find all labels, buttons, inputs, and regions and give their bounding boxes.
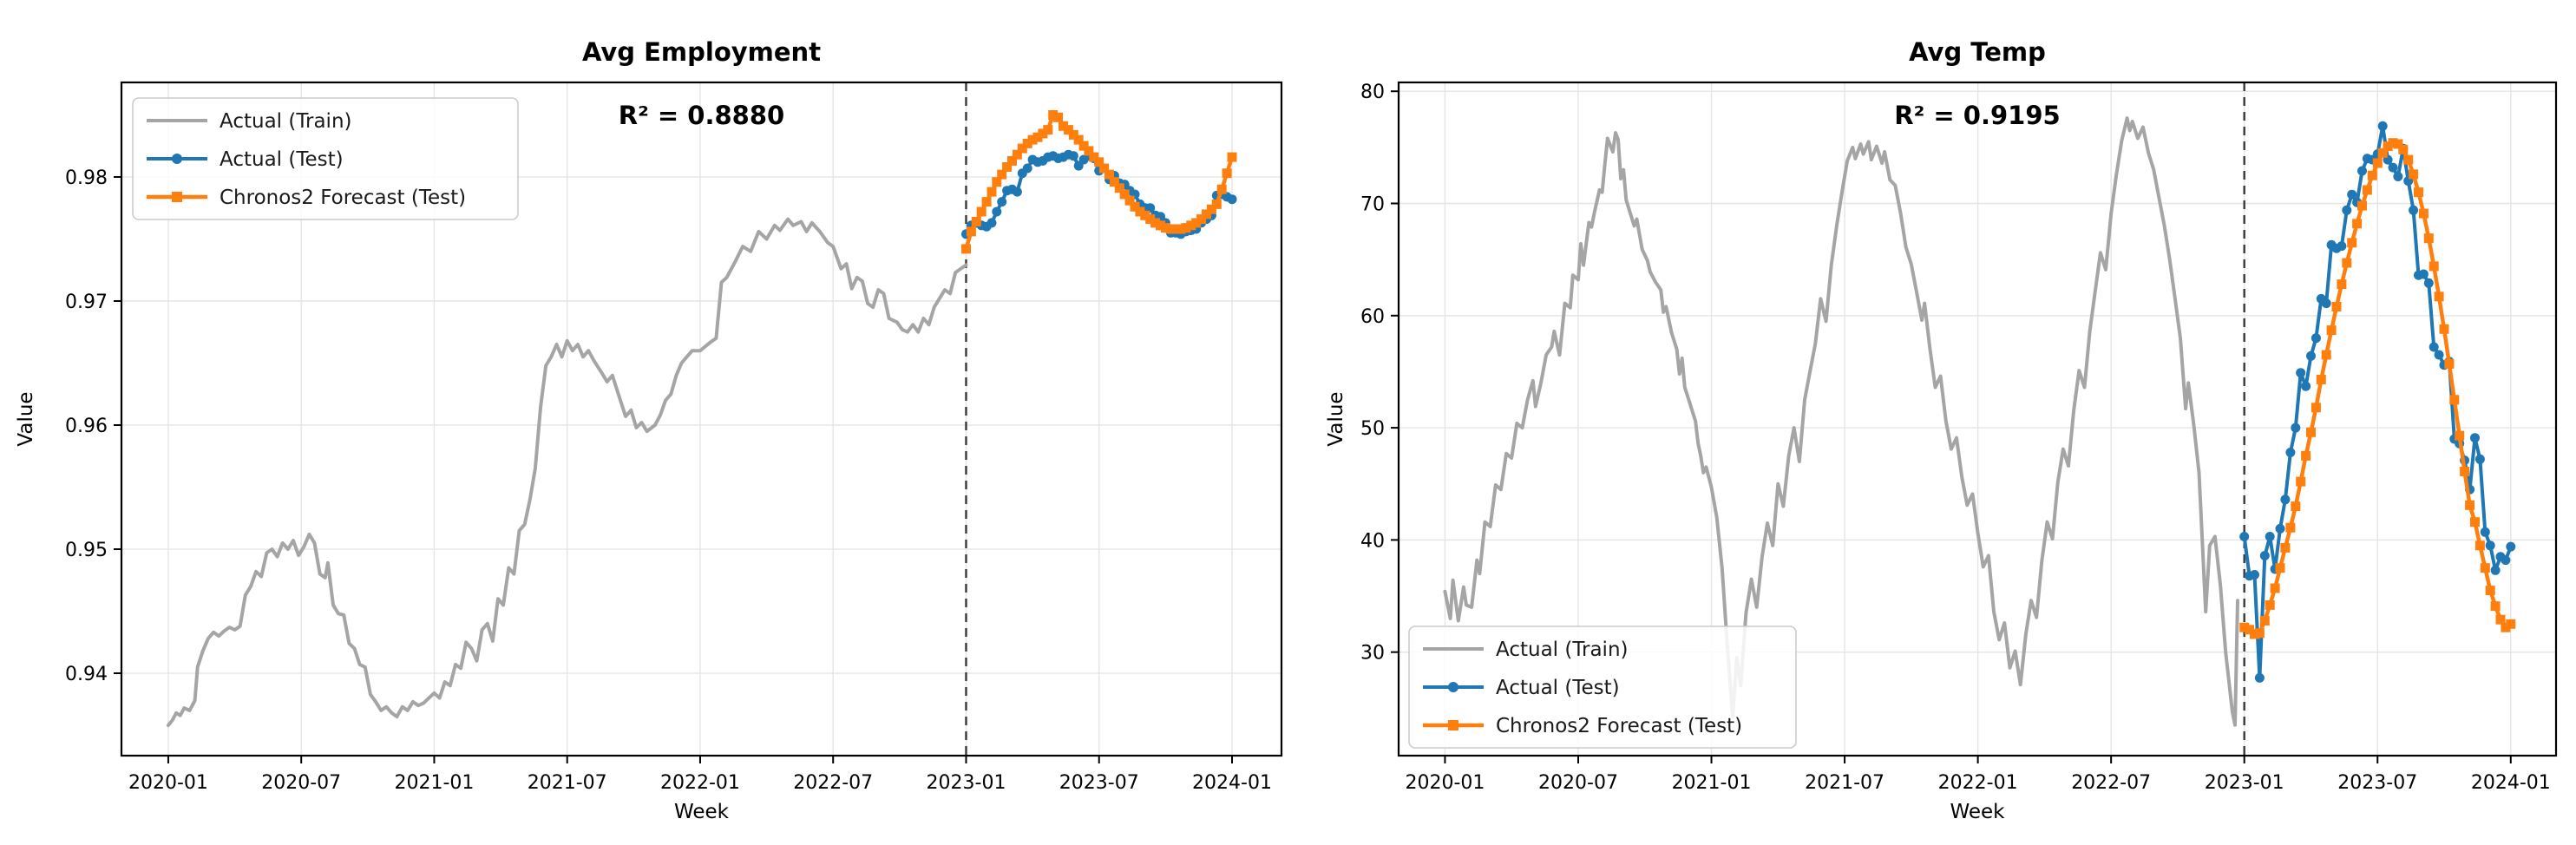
left-chart-title-text: Avg Employment: [581, 37, 822, 68]
svg-text:2022-01: 2022-01: [1938, 772, 2018, 794]
svg-text:2020-07: 2020-07: [1538, 772, 1618, 794]
svg-text:2024-01: 2024-01: [1192, 772, 1272, 794]
svg-text:80: 80: [1360, 82, 1385, 103]
svg-text:2023-01: 2023-01: [927, 772, 1006, 794]
right-chart-title-text: Avg Temp: [1909, 37, 2046, 68]
left-chart-r2: R² = 0.8880: [618, 100, 785, 130]
svg-text:2020-07: 2020-07: [261, 772, 341, 794]
svg-text:2023-07: 2023-07: [2337, 772, 2417, 794]
svg-text:2021-07: 2021-07: [1805, 772, 1884, 794]
left-chart-title: Avg Employment R² = 0.8880: [582, 5, 821, 162]
svg-text:2020-01: 2020-01: [128, 772, 208, 794]
svg-text:2023-01: 2023-01: [2205, 772, 2284, 794]
svg-text:0.96: 0.96: [65, 416, 108, 437]
svg-text:2020-01: 2020-01: [1405, 772, 1485, 794]
svg-text:Chronos2 Forecast (Test): Chronos2 Forecast (Test): [1496, 715, 1742, 737]
svg-text:0.94: 0.94: [65, 664, 108, 685]
svg-text:2021-01: 2021-01: [1672, 772, 1752, 794]
svg-text:0.97: 0.97: [65, 291, 108, 313]
svg-text:2024-01: 2024-01: [2471, 772, 2551, 794]
svg-text:Actual (Test): Actual (Test): [1496, 677, 1620, 699]
svg-text:30: 30: [1360, 643, 1385, 665]
right-chart-xlabel: Week: [1950, 801, 2005, 823]
svg-text:Chronos2 Forecast (Test): Chronos2 Forecast (Test): [220, 187, 466, 209]
svg-text:0.98: 0.98: [65, 167, 108, 189]
right-chart-r2: R² = 0.9195: [1894, 100, 2061, 130]
svg-text:70: 70: [1360, 194, 1385, 216]
svg-text:60: 60: [1360, 306, 1385, 328]
svg-text:2023-07: 2023-07: [1059, 772, 1139, 794]
svg-text:0.95: 0.95: [65, 540, 108, 561]
svg-text:40: 40: [1360, 530, 1385, 552]
svg-text:2021-07: 2021-07: [528, 772, 607, 794]
svg-text:50: 50: [1360, 418, 1385, 440]
right-chart-title: Avg Temp R² = 0.9195: [1894, 5, 2060, 162]
svg-text:Actual (Train): Actual (Train): [1496, 639, 1629, 661]
svg-text:2022-07: 2022-07: [2071, 772, 2151, 794]
left-chart-xlabel: Week: [673, 801, 730, 823]
svg-text:2022-01: 2022-01: [660, 772, 740, 794]
svg-text:2021-01: 2021-01: [394, 772, 474, 794]
svg-text:Actual (Test): Actual (Test): [220, 148, 344, 171]
right-chart-ylabel: Value: [1325, 391, 1347, 447]
svg-text:2022-07: 2022-07: [793, 772, 873, 794]
left-chart-ylabel: Value: [15, 391, 37, 447]
svg-text:Actual (Train): Actual (Train): [220, 110, 352, 133]
